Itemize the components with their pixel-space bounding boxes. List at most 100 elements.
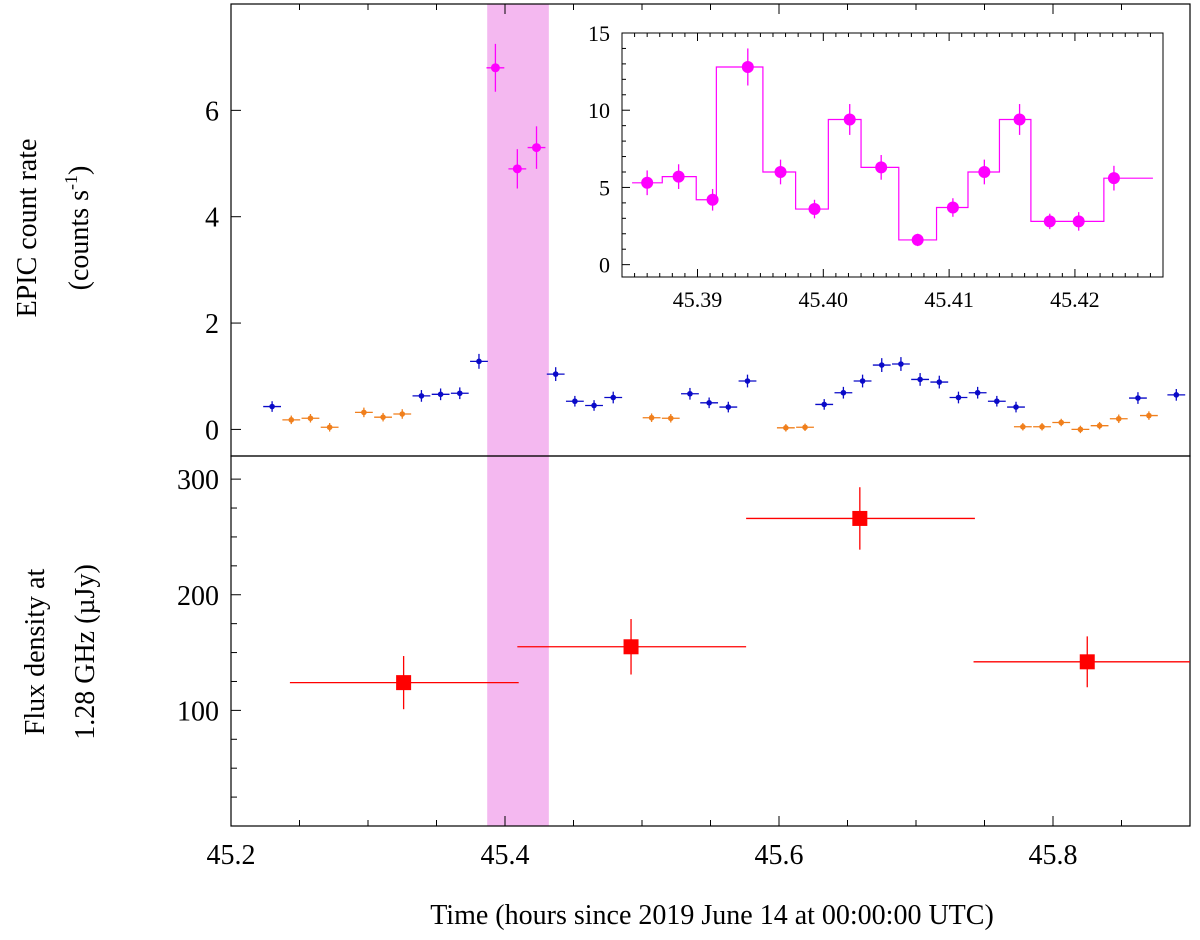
xray-point xyxy=(269,403,275,410)
xray-point xyxy=(552,371,559,377)
inset-point xyxy=(706,193,719,206)
inset-point xyxy=(808,203,821,216)
bottom-ytick-label: 300 xyxy=(177,465,219,496)
inset-marks xyxy=(641,48,1120,247)
inset-ytick-label: 0 xyxy=(599,253,610,278)
inset-point xyxy=(774,165,787,178)
xray-point xyxy=(1020,423,1026,430)
xray-point xyxy=(1096,422,1103,429)
inset-point xyxy=(741,60,754,73)
xray-point xyxy=(1039,423,1045,430)
inset-xtick-label: 45.40 xyxy=(799,287,849,312)
xray-point xyxy=(840,389,847,396)
xray-point xyxy=(706,400,712,406)
radio-point xyxy=(396,675,412,691)
xray-point xyxy=(744,378,751,384)
inset-xtick-label: 45.41 xyxy=(924,287,974,312)
xray-point xyxy=(591,402,597,409)
xray-point xyxy=(878,362,885,368)
inset-point xyxy=(1013,113,1026,126)
inset-point xyxy=(672,170,685,183)
xray-point xyxy=(418,393,425,399)
xray-point xyxy=(476,358,482,365)
xray-point xyxy=(1135,395,1141,401)
xray-point xyxy=(974,389,981,396)
bottom-ylabel-line1: Flux density at xyxy=(20,569,51,736)
xray-point xyxy=(802,424,808,431)
xray-point xyxy=(859,378,866,384)
xray-point xyxy=(512,164,522,174)
xray-point xyxy=(1077,426,1084,433)
bottom-panel-marks xyxy=(289,487,1190,710)
inset-panel: 0 5 10 15 45.39 45.40 45.41 45.42 xyxy=(588,21,1164,312)
xray-point xyxy=(936,379,943,385)
xray-point xyxy=(1173,392,1180,398)
top-ylabel-line1: EPIC count rate xyxy=(12,139,43,318)
inset-ytick-label: 10 xyxy=(588,98,610,123)
xray-point xyxy=(1146,412,1152,419)
xray-point xyxy=(399,411,406,417)
xray-point xyxy=(1115,415,1122,422)
radio-point xyxy=(852,510,868,526)
xray-point xyxy=(687,390,693,397)
xray-point xyxy=(572,398,578,405)
top-ylabel-prefix: (counts s xyxy=(64,190,95,290)
inset-point xyxy=(1107,172,1120,185)
xray-point xyxy=(490,63,500,73)
inset-xtick-label: 45.42 xyxy=(1050,287,1100,312)
bottom-ytick-label: 100 xyxy=(177,696,219,727)
inset-point xyxy=(978,165,991,178)
xray-point xyxy=(307,415,314,422)
bottom-xtick-label: 45.2 xyxy=(207,840,256,871)
inset-xtick-label: 45.39 xyxy=(673,287,723,312)
top-ylabel-line2: (counts s-1) xyxy=(61,166,95,291)
top-ytick-label: 4 xyxy=(205,203,219,234)
inset-ytick-label: 5 xyxy=(599,175,610,200)
top-ytick-label: 6 xyxy=(205,96,219,127)
xray-point xyxy=(1013,404,1019,410)
bottom-ytick-label: 200 xyxy=(177,581,219,612)
xray-point xyxy=(380,414,386,420)
top-ylabel-suffix: ) xyxy=(64,166,95,175)
inset-point xyxy=(911,233,924,246)
xray-point xyxy=(1058,419,1065,426)
top-panel-marks xyxy=(263,43,1186,434)
bottom-panel-frame xyxy=(230,455,1191,827)
radio-point xyxy=(623,639,639,655)
xray-point xyxy=(917,376,923,383)
inset-point xyxy=(875,161,888,174)
xray-point xyxy=(898,361,904,367)
xray-point xyxy=(783,425,789,431)
xray-point xyxy=(456,390,463,397)
inset-frame xyxy=(621,32,1164,278)
bottom-ylabel-line2: 1.28 GHz (µJy) xyxy=(70,564,101,740)
inset-point xyxy=(1072,215,1085,228)
xray-point xyxy=(326,424,333,431)
inset-ytick-label: 15 xyxy=(588,21,610,46)
radio-point xyxy=(1079,654,1095,670)
xray-point xyxy=(725,404,732,410)
inset-point xyxy=(946,201,959,214)
bottom-xtick-label: 45.6 xyxy=(755,840,804,871)
bottom-panel-ticks: 100 200 300 45.2 45.4 45.6 45.8 xyxy=(177,465,1191,871)
xray-point xyxy=(532,143,542,153)
xray-point xyxy=(821,401,828,408)
inset-point xyxy=(641,176,654,189)
xray-point xyxy=(437,391,444,398)
xray-point xyxy=(994,398,1000,405)
inset-point xyxy=(843,113,856,126)
inset-ticks: 0 5 10 15 45.39 45.40 45.41 45.42 xyxy=(588,21,1164,312)
x-axis-label: Time (hours since 2019 June 14 at 00:00:… xyxy=(430,900,994,931)
top-ytick-label: 0 xyxy=(205,415,219,446)
xray-point xyxy=(955,394,962,401)
bottom-xtick-label: 45.4 xyxy=(481,840,530,871)
top-panel-ticks: 0 2 4 6 xyxy=(205,4,1191,446)
xray-point xyxy=(361,409,367,416)
bottom-xtick-label: 45.8 xyxy=(1029,840,1078,871)
xray-point xyxy=(667,415,674,422)
top-ytick-label: 2 xyxy=(205,309,219,340)
inset-point xyxy=(1043,215,1056,228)
highlight-band xyxy=(487,4,549,826)
xray-point xyxy=(288,417,295,423)
